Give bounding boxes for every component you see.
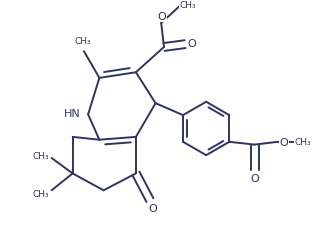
Text: CH₃: CH₃ bbox=[32, 151, 49, 160]
Text: O: O bbox=[148, 203, 157, 213]
Text: CH₃: CH₃ bbox=[295, 138, 311, 147]
Text: O: O bbox=[279, 137, 288, 147]
Text: CH₃: CH₃ bbox=[32, 189, 49, 198]
Text: HN: HN bbox=[64, 108, 81, 118]
Text: O: O bbox=[250, 173, 259, 183]
Text: O: O bbox=[187, 39, 196, 49]
Text: CH₃: CH₃ bbox=[179, 1, 196, 10]
Text: CH₃: CH₃ bbox=[74, 37, 91, 46]
Text: O: O bbox=[158, 12, 166, 22]
